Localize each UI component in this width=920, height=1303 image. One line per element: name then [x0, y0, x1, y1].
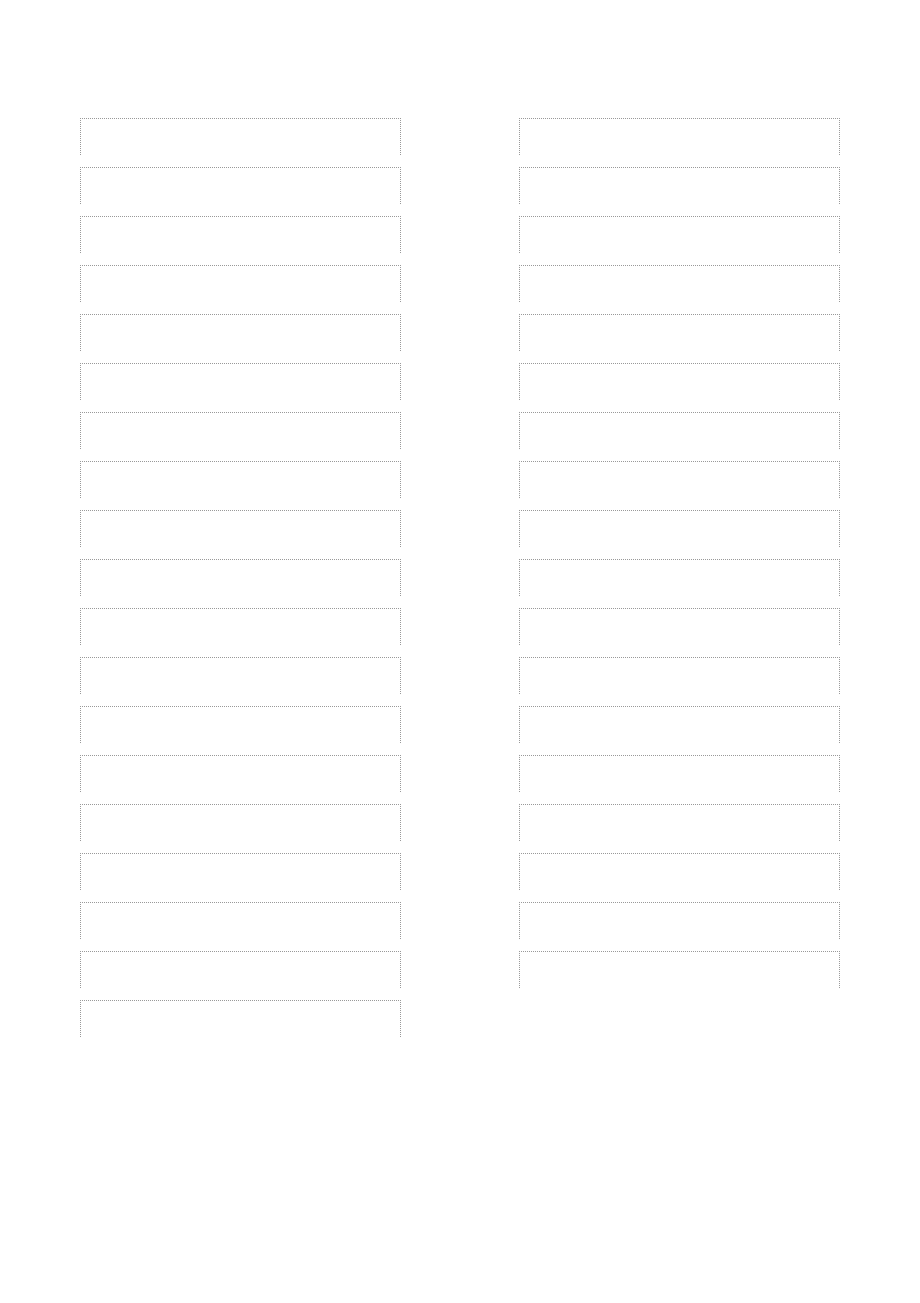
blank-field[interactable]: [519, 412, 840, 449]
blank-field[interactable]: [80, 314, 401, 351]
blank-field[interactable]: [519, 706, 840, 743]
blank-field[interactable]: [80, 804, 401, 841]
blank-field[interactable]: [519, 314, 840, 351]
blank-field[interactable]: [519, 167, 840, 204]
blank-field[interactable]: [80, 216, 401, 253]
blank-field[interactable]: [80, 265, 401, 302]
right-column: [519, 118, 840, 1037]
blank-field[interactable]: [80, 755, 401, 792]
blank-field[interactable]: [80, 951, 401, 988]
blank-field[interactable]: [80, 118, 401, 155]
form-template: [80, 118, 840, 1037]
blank-field[interactable]: [519, 804, 840, 841]
blank-field[interactable]: [519, 559, 840, 596]
blank-field[interactable]: [519, 363, 840, 400]
blank-field[interactable]: [80, 853, 401, 890]
blank-field[interactable]: [80, 559, 401, 596]
blank-field[interactable]: [519, 608, 840, 645]
blank-field[interactable]: [519, 902, 840, 939]
blank-field[interactable]: [519, 461, 840, 498]
blank-field[interactable]: [80, 1000, 401, 1037]
left-column: [80, 118, 401, 1037]
blank-field[interactable]: [80, 902, 401, 939]
blank-field[interactable]: [519, 951, 840, 988]
blank-field[interactable]: [80, 461, 401, 498]
blank-field[interactable]: [80, 363, 401, 400]
blank-field[interactable]: [80, 412, 401, 449]
blank-field[interactable]: [80, 608, 401, 645]
blank-field[interactable]: [80, 706, 401, 743]
blank-field[interactable]: [519, 118, 840, 155]
blank-field[interactable]: [80, 167, 401, 204]
blank-field[interactable]: [519, 216, 840, 253]
blank-field[interactable]: [519, 510, 840, 547]
blank-field[interactable]: [519, 657, 840, 694]
blank-field[interactable]: [80, 657, 401, 694]
blank-field[interactable]: [519, 265, 840, 302]
blank-field[interactable]: [519, 755, 840, 792]
blank-field[interactable]: [519, 853, 840, 890]
blank-field[interactable]: [80, 510, 401, 547]
